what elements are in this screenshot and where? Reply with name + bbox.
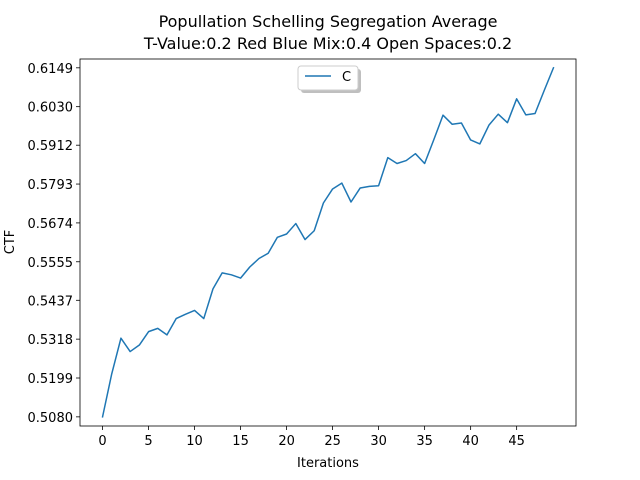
legend-label: C <box>342 70 351 85</box>
legend: C <box>297 65 361 93</box>
plot-area: 0 5 10 15 20 25 30 35 40 45 0.5080 0.5199 0.5318 0.54… <box>28 58 577 449</box>
y-tick-label: 0.5199 <box>28 372 74 387</box>
x-tick-label: 40 <box>462 434 479 449</box>
y-tick-label: 0.5674 <box>28 217 74 232</box>
x-tick-label: 10 <box>186 434 203 449</box>
y-tick-label: 0.5912 <box>28 139 74 154</box>
x-tick-label: 5 <box>144 434 152 449</box>
axes-frame <box>79 58 577 427</box>
x-tick-label: 30 <box>370 434 387 449</box>
y-tick-label: 0.5793 <box>28 178 74 193</box>
y-tick-label: 0.6030 <box>28 101 74 116</box>
y-tick-label: 0.5318 <box>28 333 74 348</box>
y-tick-label: 0.5080 <box>28 411 74 426</box>
x-tick-label: 15 <box>232 434 249 449</box>
y-tick-label: 0.5555 <box>28 256 74 271</box>
chart-title: Popullation Schelling Segregation Averag… <box>159 12 498 31</box>
x-tick-label: 20 <box>278 434 295 449</box>
y-tick-label: 0.6149 <box>28 62 74 77</box>
series-line-c <box>101 66 555 418</box>
x-tick-label: 35 <box>416 434 433 449</box>
legend-box <box>297 65 359 91</box>
y-tick-label: 0.5437 <box>28 294 74 309</box>
x-tick-label: 25 <box>324 434 341 449</box>
chart-subtitle: T-Value:0.2 Red Blue Mix:0.4 Open Spaces… <box>143 34 512 53</box>
x-axis-label: Iterations <box>297 456 359 471</box>
x-tick-label: 45 <box>508 434 525 449</box>
y-axis-label: CTF <box>3 230 18 255</box>
x-tick-label: 0 <box>98 434 106 449</box>
